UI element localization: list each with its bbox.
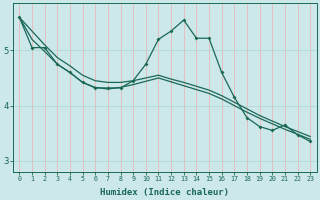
X-axis label: Humidex (Indice chaleur): Humidex (Indice chaleur): [100, 188, 229, 197]
